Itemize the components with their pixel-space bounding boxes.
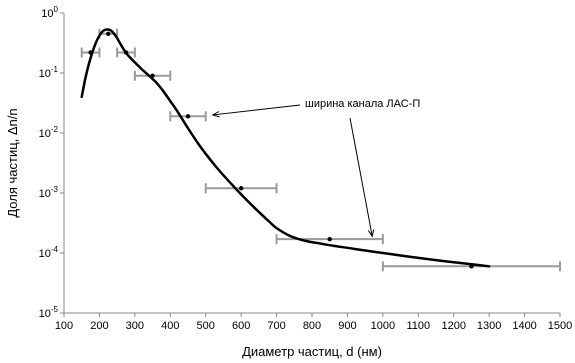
x-tick-label: 100: [55, 320, 73, 332]
annotation-arrow: [212, 104, 301, 116]
x-tick-label: 300: [126, 320, 144, 332]
data-point: [238, 186, 244, 191]
x-tick-label: 900: [338, 320, 356, 332]
y-tick-label: 10-2: [39, 125, 59, 140]
x-tick-label: 400: [161, 320, 179, 332]
plot-area: 100 200 300 400 500 600 700 800 900 1000 1100 1200 1…: [39, 5, 573, 332]
x-tick-label: 1400: [512, 320, 536, 332]
data-point: [106, 31, 111, 37]
y-axis-ticks: 10-5 10-4 10-3 10-2 10-1 100: [39, 5, 64, 320]
data-point: [469, 264, 474, 269]
x-tick-label: 600: [232, 320, 250, 332]
annotation-arrowhead: [211, 111, 220, 118]
y-axis-label: Доля частиц, Δn/n: [5, 108, 20, 217]
error-bars: [80, 28, 561, 272]
data-point: [327, 236, 332, 242]
annotation-arrowhead: [367, 229, 375, 238]
data-point: [123, 50, 129, 55]
x-tick-label: 1100: [406, 320, 430, 332]
x-tick-label: 1200: [441, 320, 465, 332]
annotation-arrow: [349, 117, 373, 237]
y-tick-label: 10-3: [39, 185, 59, 200]
x-tick-label: 1000: [371, 320, 395, 332]
annotation-text: ширина канала ЛАС-П: [305, 98, 420, 110]
data-points: [88, 31, 474, 269]
x-tick-label: 200: [90, 320, 108, 332]
y-tick-label: 10-1: [39, 65, 59, 80]
data-point: [88, 50, 93, 55]
annotation: ширина канала ЛАС-П: [211, 98, 420, 238]
x-tick-label: 800: [303, 320, 321, 332]
y-tick-label: 10-4: [39, 245, 59, 260]
x-axis-ticks: 100 200 300 400 500 600 700 800 900 1000 1100 1200 1…: [55, 313, 572, 332]
x-axis-label: Диаметр частиц, d (нм): [242, 344, 382, 359]
fit-curve: [80, 28, 491, 268]
x-tick-label: 700: [267, 320, 285, 332]
y-tick-label: 10-5: [39, 305, 59, 320]
x-tick-label: 1500: [548, 320, 572, 332]
data-point: [185, 114, 191, 119]
y-tick-label: 100: [41, 5, 58, 20]
x-tick-label: 1300: [477, 320, 501, 332]
data-point: [150, 73, 155, 78]
x-tick-label: 500: [197, 320, 215, 332]
